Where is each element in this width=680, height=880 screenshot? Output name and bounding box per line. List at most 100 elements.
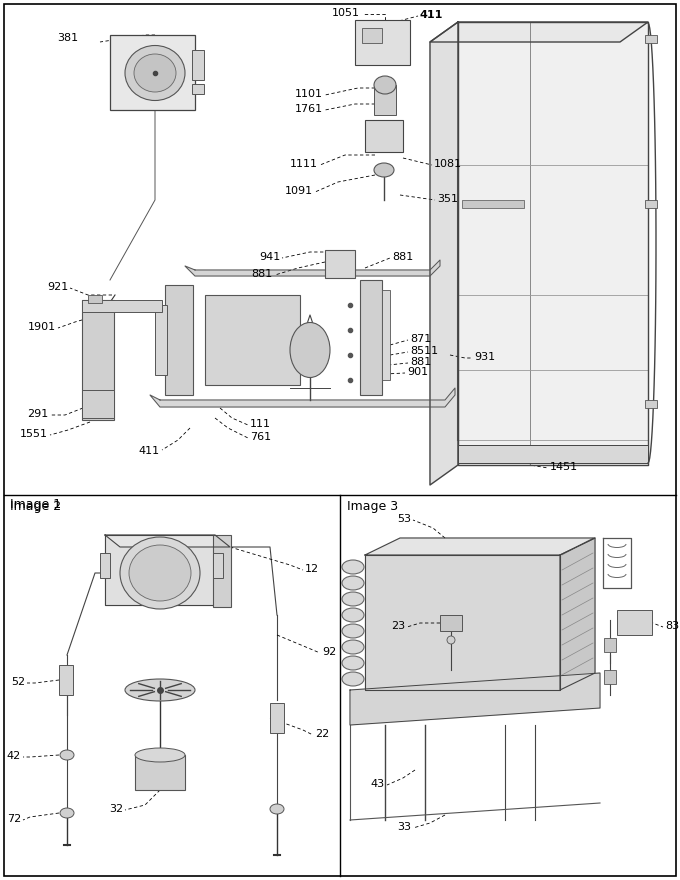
Text: 291: 291 [27,409,48,419]
Text: 23: 23 [391,621,405,631]
Text: 1111: 1111 [290,159,318,169]
Ellipse shape [270,804,284,814]
Text: 411: 411 [420,10,443,20]
Text: 1901: 1901 [28,322,56,332]
Text: 881: 881 [252,269,273,279]
Bar [355,20,410,65]
Text: Image 1: Image 1 [10,498,61,511]
Text: 941: 941 [259,252,280,262]
Bar [374,85,396,115]
Bar [213,535,231,607]
Polygon shape [560,538,595,690]
Bar [440,615,462,631]
Ellipse shape [342,608,364,622]
Ellipse shape [60,808,74,818]
Bar [88,295,102,303]
Ellipse shape [125,679,195,701]
Bar [645,200,657,208]
Bar [192,84,204,94]
Bar [82,390,114,418]
Bar [100,553,110,578]
Ellipse shape [290,322,330,378]
Bar [458,445,648,463]
Text: 351: 351 [437,194,458,204]
Text: 761: 761 [250,432,271,442]
Text: 8511: 8511 [410,346,438,356]
Polygon shape [185,260,440,276]
Bar [645,35,657,43]
Text: 931: 931 [474,352,495,362]
Bar [135,755,185,790]
Text: Image 3: Image 3 [347,500,398,513]
Ellipse shape [374,76,396,94]
Polygon shape [350,673,600,725]
Ellipse shape [120,537,200,609]
Polygon shape [365,555,560,690]
Bar [645,400,657,408]
Text: 921: 921 [47,282,68,292]
Bar [205,295,300,385]
Text: 1451: 1451 [550,462,578,472]
Polygon shape [430,22,458,485]
Polygon shape [458,22,648,465]
Bar [617,610,652,635]
Bar [165,285,193,395]
Text: 871: 871 [410,334,431,344]
Bar [382,290,390,380]
Bar [365,120,403,152]
Text: 52: 52 [11,677,25,687]
Text: 83: 83 [665,621,679,631]
Text: 32: 32 [109,804,123,814]
Bar [82,300,114,420]
Bar [155,305,167,375]
Polygon shape [365,538,595,555]
Text: 881: 881 [392,252,413,262]
Bar [213,553,223,578]
Ellipse shape [342,576,364,590]
Ellipse shape [129,545,191,601]
Bar [82,300,162,312]
Text: 53: 53 [397,514,411,524]
Bar [604,670,616,684]
Text: 1101: 1101 [295,89,323,99]
Text: 1551: 1551 [20,429,48,439]
Text: 33: 33 [397,822,411,832]
Bar [325,250,355,278]
Polygon shape [105,535,215,605]
Ellipse shape [125,46,185,100]
Text: 43: 43 [371,779,385,789]
Ellipse shape [342,640,364,654]
Bar [59,665,73,695]
Text: 1761: 1761 [295,104,323,114]
Text: 1051: 1051 [332,8,360,18]
Ellipse shape [342,656,364,670]
Ellipse shape [342,592,364,606]
Text: 901: 901 [407,367,428,377]
Text: 12: 12 [305,564,319,574]
Ellipse shape [342,560,364,574]
Text: 42: 42 [7,751,21,761]
Text: Image 2: Image 2 [10,500,61,513]
Text: 72: 72 [7,814,21,824]
Bar [110,35,195,110]
Text: 381: 381 [57,33,78,43]
Polygon shape [150,388,455,407]
Bar [192,50,204,80]
Bar [362,28,382,43]
Bar [462,200,524,208]
Polygon shape [430,22,648,42]
Ellipse shape [60,750,74,760]
Text: 1091: 1091 [285,186,313,196]
Bar [360,280,382,395]
Text: 111: 111 [250,419,271,429]
Ellipse shape [342,624,364,638]
Ellipse shape [374,163,394,177]
Text: 92: 92 [322,647,336,657]
Ellipse shape [342,672,364,686]
Text: 881: 881 [410,357,431,367]
Ellipse shape [134,54,176,92]
Bar [604,638,616,652]
Ellipse shape [447,636,455,644]
Text: 1081: 1081 [434,159,462,169]
Text: 411: 411 [139,446,160,456]
